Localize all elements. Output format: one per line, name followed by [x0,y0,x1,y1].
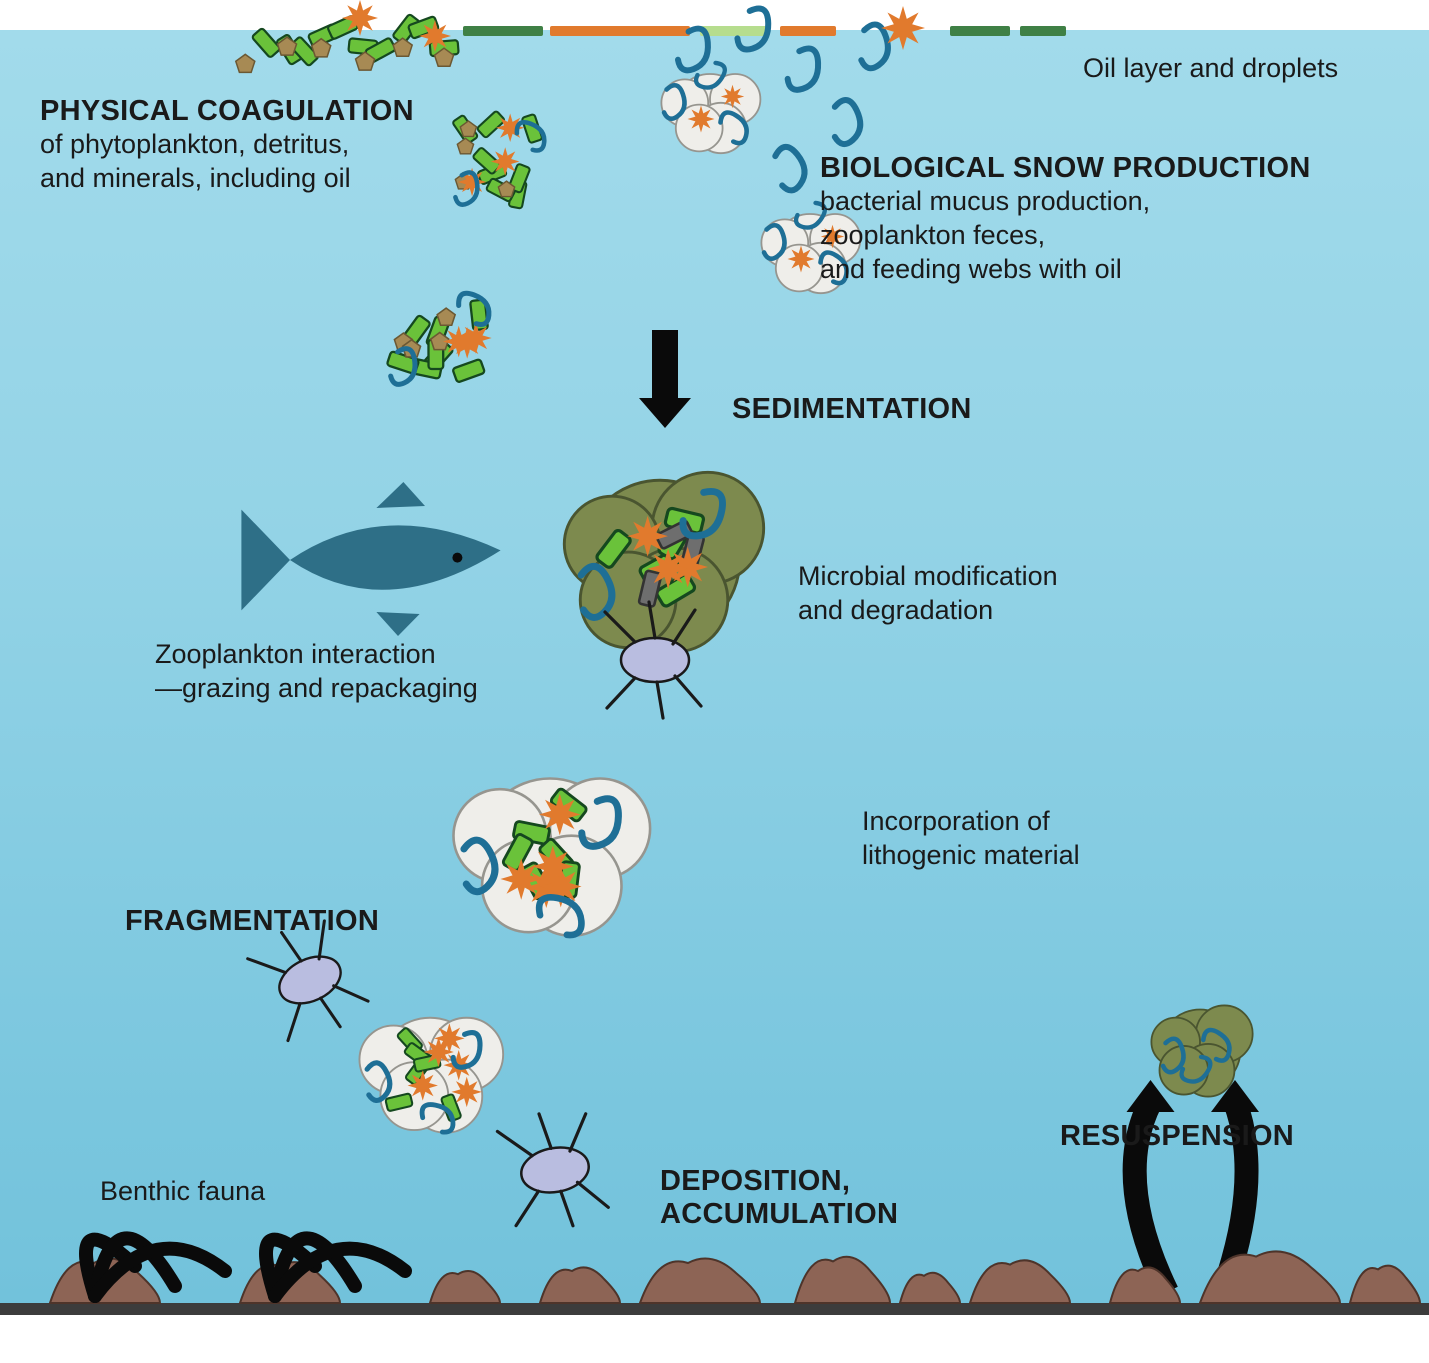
label-title: RESUSPENSION [1060,1120,1294,1153]
coagulation-aggregate [387,286,496,388]
label-subtext: of phytoplankton, detritus, [40,128,414,162]
fish-icon [241,482,500,636]
label-zoop_int: Zooplankton interaction—grazing and repa… [155,638,478,706]
label-lithogenic: Incorporation oflithogenic material [862,805,1080,873]
benthic-worm-icon [86,1238,225,1296]
benthic-worm-icon [266,1238,405,1296]
diagram-canvas: Oil layer and droplets PHYSICAL COAGULATI… [0,0,1429,1363]
mucus-aggregate [661,60,760,153]
fragmentation-aggregate [359,1018,503,1137]
label-title: FRAGMENTATION [125,905,379,938]
label-subtext: and feeding webs with oil [820,253,1311,287]
coagulation-aggregate [452,111,550,209]
surface-phyto-cluster [236,0,459,72]
label-subtext: —grazing and repackaging [155,672,478,706]
label-subtext: and degradation [798,594,1058,628]
sedimentation-arrow [639,330,691,428]
label-title: PHYSICAL COAGULATION [40,95,414,128]
central-aggregate [564,472,763,651]
resuspension-aggregate [1151,1005,1252,1096]
label-microbial: Microbial modificationand degradation [798,560,1058,628]
label-subtext: and minerals, including oil [40,162,414,196]
label-bio_snow: BIOLOGICAL SNOW PRODUCTIONbacterial mucu… [820,152,1311,286]
label-subtext: lithogenic material [862,839,1080,873]
label-title: BIOLOGICAL SNOW PRODUCTION [820,152,1311,185]
seafloor-mound [1350,1266,1420,1303]
label-subtext: zooplankton feces, [820,219,1311,253]
fragmentation-aggregate [453,779,650,942]
label-title: SEDIMENTATION [732,393,972,426]
seafloor-mound [430,1271,500,1303]
seafloor-mound [970,1260,1070,1303]
seafloor-mound [795,1257,890,1303]
seafloor-mound [640,1259,760,1303]
label-title: DEPOSITION, [660,1165,898,1198]
label-subtext: bacterial mucus production, [820,185,1311,219]
label-subtext: Microbial modification [798,560,1058,594]
label-oil_layer: Oil layer and droplets [1083,52,1338,86]
label-subtext: Incorporation of [862,805,1080,839]
label-benthic: Benthic fauna [100,1175,265,1209]
label-frag: FRAGMENTATION [125,905,379,938]
label-subtext: Zooplankton interaction [155,638,478,672]
seafloor-mound [540,1267,620,1303]
label-subtext: Oil layer and droplets [1083,52,1338,86]
label-title: ACCUMULATION [660,1198,898,1231]
label-sediment: SEDIMENTATION [732,393,972,426]
label-deposition: DEPOSITION,ACCUMULATION [660,1165,898,1231]
copepod-icon [496,1105,611,1236]
seafloor-mound [900,1273,960,1303]
label-resusp: RESUSPENSION [1060,1120,1294,1153]
label-phys_coag: PHYSICAL COAGULATIONof phytoplankton, de… [40,95,414,196]
label-subtext: Benthic fauna [100,1175,265,1209]
